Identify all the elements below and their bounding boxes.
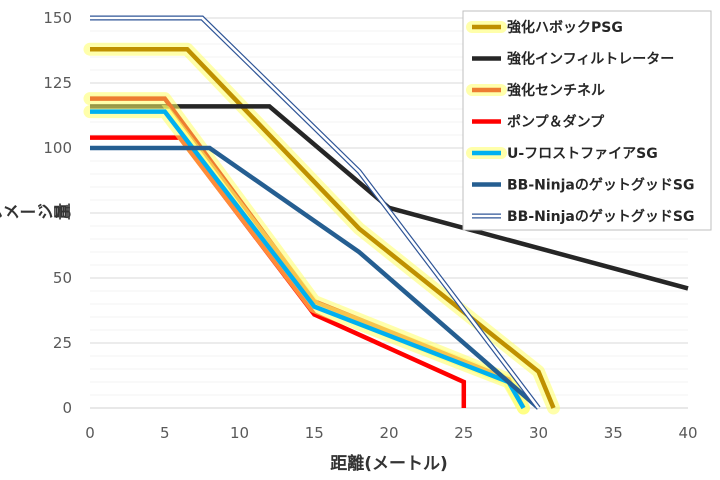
x-tick-label: 10 <box>230 424 249 442</box>
x-tick-label: 5 <box>160 424 170 442</box>
y-axis-title: ダメージ量 <box>0 204 71 225</box>
x-axis-title: 距離(メートル) <box>330 453 448 474</box>
series-line-5 <box>90 145 540 410</box>
y-tick-label: 75 <box>53 204 72 222</box>
series-line-inner <box>90 16 540 409</box>
series-line-4 <box>90 109 526 410</box>
x-tick-label: 15 <box>305 424 324 442</box>
series-line-1 <box>90 104 689 291</box>
y-tick-label: 25 <box>53 334 72 352</box>
legend-label: 強化インフィルトレーター <box>507 51 674 68</box>
series-layer <box>83 15 689 415</box>
y-tick-label: 0 <box>62 399 72 417</box>
y-tick-label: 125 <box>43 74 72 92</box>
x-tick-label: 0 <box>85 424 95 442</box>
legend-label: U-フロストファイアSG <box>507 146 658 162</box>
x-tick-label: 20 <box>379 424 398 442</box>
series-line-0 <box>90 46 556 409</box>
legend-label: ポンプ＆ダンプ <box>507 114 605 131</box>
x-tick-label: 25 <box>454 424 473 442</box>
x-tick-label: 40 <box>678 424 697 442</box>
x-tick-label: 30 <box>529 424 548 442</box>
legend-label: 強化ハボックPSG <box>507 19 623 36</box>
legend-label: BB-NinjaのゲットグッドSG <box>507 177 694 194</box>
legend-label: 強化センチネル <box>507 82 605 99</box>
y-tick-label: 50 <box>53 269 72 287</box>
y-tick-label: 100 <box>43 139 72 157</box>
legend-box <box>462 10 712 231</box>
legend-label: BB-NinjaのゲットグッドSG <box>507 208 694 225</box>
series-line-3 <box>90 135 467 408</box>
x-tick-label: 35 <box>604 424 623 442</box>
y-tick-label: 150 <box>43 9 72 27</box>
tick-layer: 0 5 10 15 20 25 30 35 40 0 25 50 75 100 125 150 <box>43 9 697 442</box>
